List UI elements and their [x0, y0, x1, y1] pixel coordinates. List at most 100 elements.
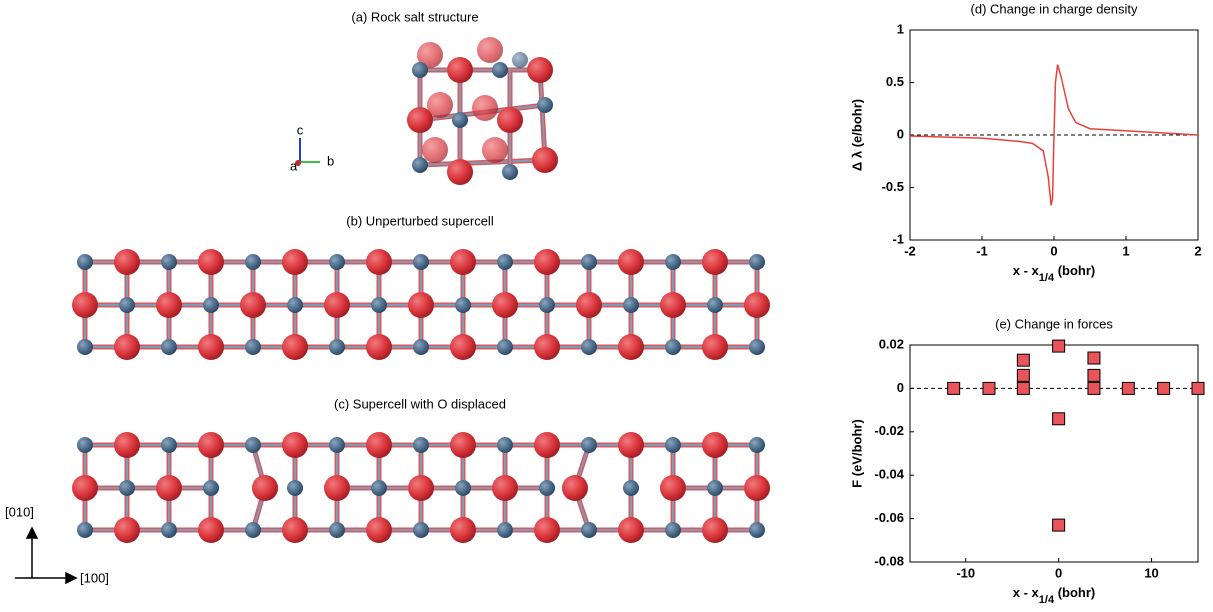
metal-atom	[413, 339, 429, 355]
oxygen-atom	[532, 147, 558, 173]
y-tick-label: 1	[897, 21, 904, 36]
oxygen-atom	[618, 432, 644, 458]
metal-atom	[665, 254, 681, 270]
oxygen-atom	[366, 334, 392, 360]
oxygen-atom	[527, 57, 553, 83]
metal-atom	[413, 522, 429, 538]
metal-atom	[539, 297, 555, 313]
x-axis-label-part: 1/4	[1039, 272, 1055, 284]
oxygen-atom	[324, 292, 350, 318]
metal-atom	[707, 480, 723, 496]
metal-atom	[512, 52, 528, 68]
oxygen-atom	[477, 37, 503, 63]
x-axis-label: x - x1/4 (bohr)	[1013, 585, 1095, 605]
x-tick-label: -10	[956, 565, 975, 580]
oxygen-atom	[72, 292, 98, 318]
metal-atom	[287, 480, 303, 496]
metal-atom	[161, 339, 177, 355]
metal-atom	[623, 297, 639, 313]
metal-atom	[329, 437, 345, 453]
y-tick-label: 0.5	[886, 74, 904, 89]
metal-atom	[455, 480, 471, 496]
data-point	[1088, 369, 1100, 381]
oxygen-atom	[660, 475, 686, 501]
metal-atom	[329, 254, 345, 270]
x-tick-label: 0	[1055, 565, 1062, 580]
metal-atom	[497, 437, 513, 453]
oxygen-atom	[472, 95, 498, 121]
oxygen-atom	[618, 249, 644, 275]
y-tick-label: -1	[892, 231, 904, 246]
data-point	[1053, 340, 1065, 352]
oxygen-atom	[156, 292, 182, 318]
data-point	[1053, 413, 1065, 425]
oxygen-atom	[492, 292, 518, 318]
data-point	[1122, 382, 1134, 394]
x-axis-label-part: (bohr)	[1054, 263, 1095, 278]
oxygen-atom	[252, 475, 278, 501]
axis-triad: c b a	[290, 122, 334, 173]
oxygen-atom	[618, 517, 644, 543]
direction-label: [010]	[5, 504, 34, 519]
metal-atom	[497, 254, 513, 270]
oxygen-atom	[562, 475, 588, 501]
oxygen-atom	[114, 334, 140, 360]
oxygen-atom	[534, 432, 560, 458]
metal-atom	[452, 112, 468, 128]
metal-atom	[77, 437, 93, 453]
metal-atom	[665, 339, 681, 355]
metal-atom	[749, 254, 765, 270]
data-point	[1053, 519, 1065, 531]
metal-atom	[161, 254, 177, 270]
direction-label: [100]	[80, 570, 109, 585]
metal-atom	[623, 480, 639, 496]
metal-atom	[749, 339, 765, 355]
metal-atom	[502, 164, 518, 180]
figure: (a) Rock salt structure (b) Unperturbed …	[0, 0, 1213, 612]
oxygen-atom	[366, 517, 392, 543]
oxygen-atom	[576, 292, 602, 318]
data-point	[983, 382, 995, 394]
oxygen-atom	[422, 137, 448, 163]
x-tick-label: 2	[1194, 243, 1201, 258]
metal-atom	[581, 254, 597, 270]
data-point	[1088, 382, 1100, 394]
oxygen-atom	[534, 249, 560, 275]
x-tick-label: 0	[1050, 243, 1057, 258]
x-tick-label: -2	[904, 243, 916, 258]
oxygen-atom	[497, 107, 523, 133]
oxygen-atom	[282, 432, 308, 458]
oxygen-atom	[408, 475, 434, 501]
x-axis-label-part: x - x	[1013, 263, 1040, 278]
oxygen-atom	[114, 249, 140, 275]
structures	[72, 37, 770, 543]
oxygen-atom	[366, 432, 392, 458]
data-point	[1088, 352, 1100, 364]
metal-atom	[245, 339, 261, 355]
metal-atom	[119, 480, 135, 496]
metal-atom	[665, 522, 681, 538]
metal-atom	[497, 339, 513, 355]
metal-atom	[749, 522, 765, 538]
metal-atom	[77, 254, 93, 270]
y-tick-label: -0.08	[874, 553, 904, 568]
oxygen-atom	[407, 107, 433, 133]
x-axis-label: x - x1/4 (bohr)	[1013, 263, 1095, 283]
oxygen-atom	[450, 432, 476, 458]
metal-atom	[413, 437, 429, 453]
oxygen-atom	[534, 517, 560, 543]
oxygen-atom	[744, 292, 770, 318]
panel-title: (c) Supercell with O displaced	[334, 396, 506, 411]
metal-atom	[371, 480, 387, 496]
y-tick-label: 0.02	[879, 336, 904, 351]
metal-atom	[413, 254, 429, 270]
oxygen-atom	[447, 57, 473, 83]
y-axis-label: Δ λ (e/bohr)	[849, 99, 864, 171]
oxygen-atom	[408, 292, 434, 318]
axis-label: a	[290, 158, 298, 173]
panel-title: (a) Rock salt structure	[351, 9, 478, 24]
x-axis-label-part: 1/4	[1039, 594, 1055, 606]
metal-atom	[161, 437, 177, 453]
oxygen-atom	[702, 517, 728, 543]
